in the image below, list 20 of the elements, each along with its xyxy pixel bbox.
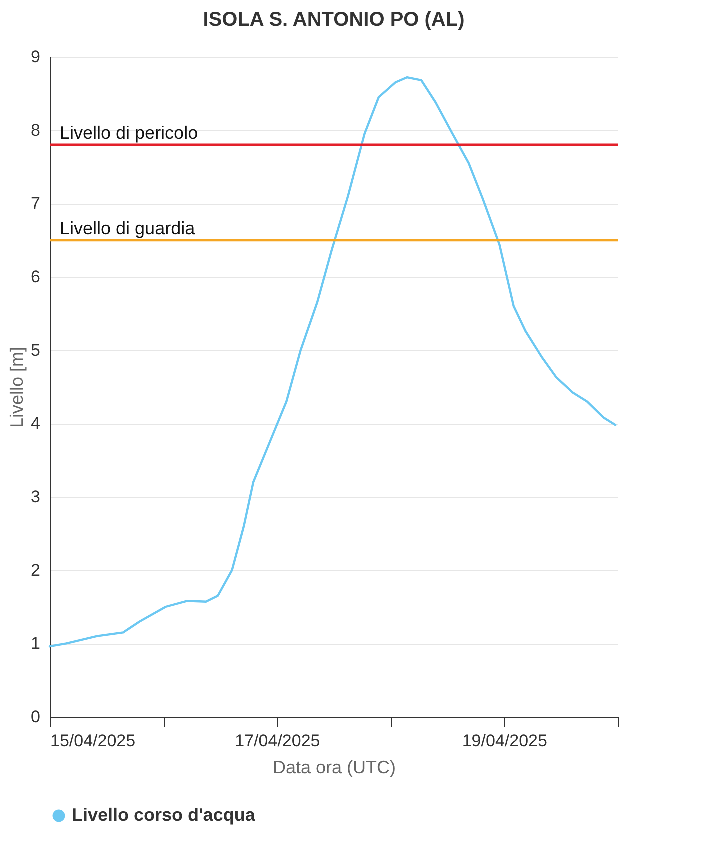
y-tick-label: 8 [31,120,40,140]
y-tick-label: 5 [31,340,40,360]
y-tick-label: 7 [31,194,40,214]
y-tick-label: 4 [31,414,40,434]
y-tick-label: 1 [31,634,40,654]
y-tick-label: 6 [31,268,40,286]
line-series [48,76,617,648]
x-axis-title: Data ora (UTC) [272,758,396,778]
y-tick-label: 0 [31,708,40,726]
x-tick-label: 15/04/2025 [50,732,136,750]
x-tick-label: 19/04/2025 [462,732,548,750]
y-tick-label: 9 [31,48,40,66]
ref-line-label: Livello di guardia [60,218,196,238]
x-tick-label: 17/04/2025 [235,732,320,750]
legend-label: Livello corso d'acqua [72,805,256,825]
y-tick-label: 2 [31,560,40,580]
ref-line-label: Livello di pericolo [60,123,198,143]
chart-title: ISOLA S. ANTONIO PO (AL) [203,9,465,31]
y-axis-title: Livello [m] [7,346,28,428]
y-tick-label: 3 [31,488,40,506]
